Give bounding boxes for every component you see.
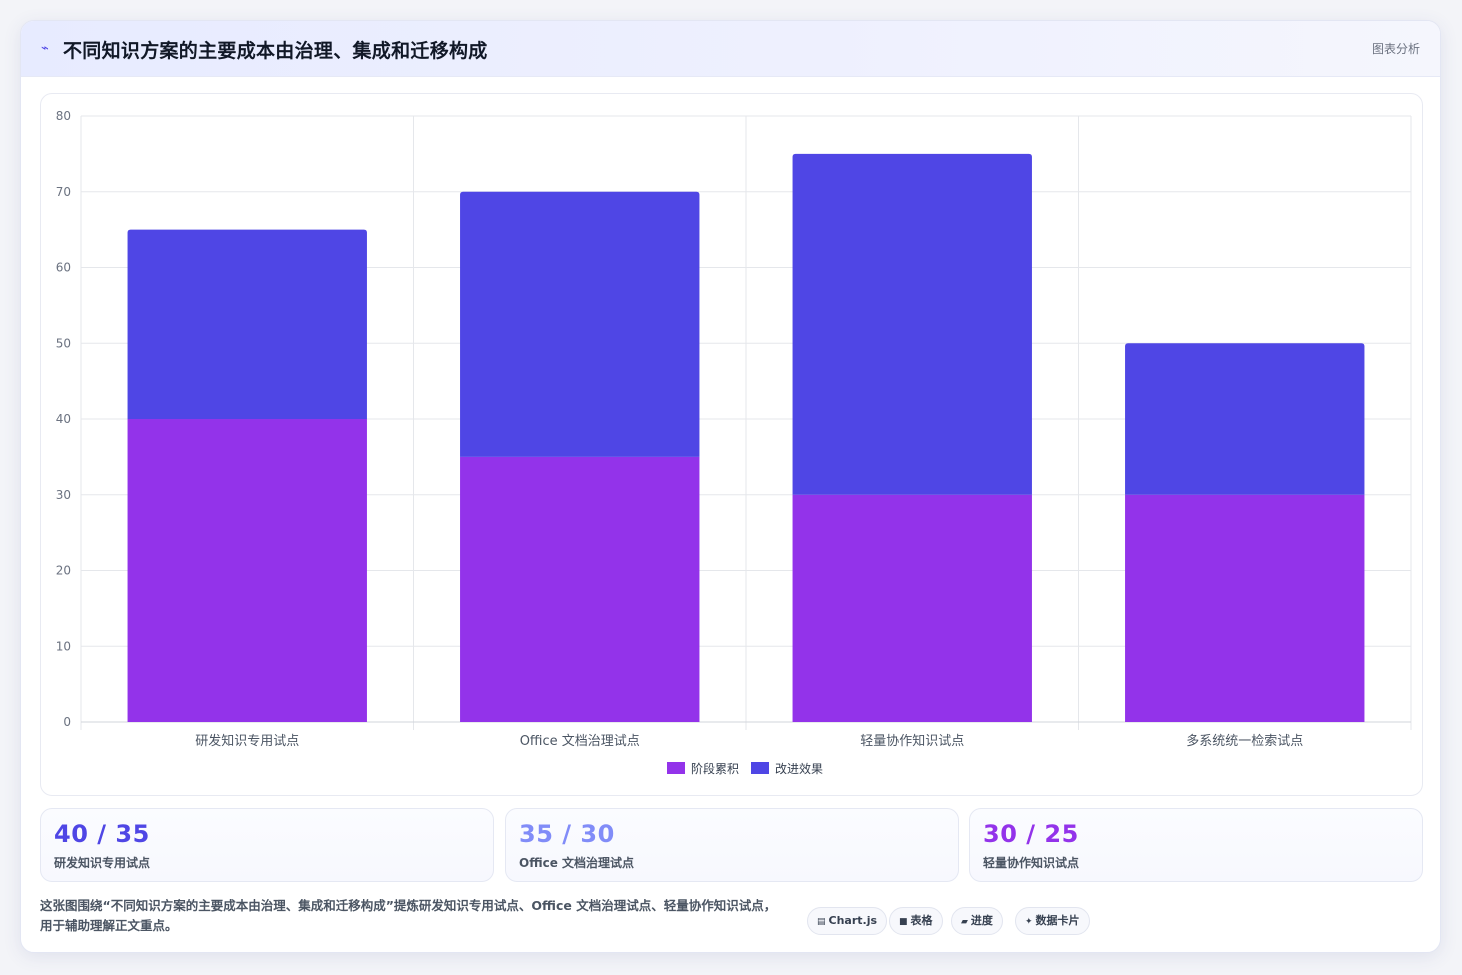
chip-label: Chart.js <box>828 914 878 927</box>
legend-swatch <box>751 762 769 774</box>
legend-label: 改进效果 <box>775 761 823 776</box>
chip-progress[interactable]: ▰ 进度 <box>951 907 1003 935</box>
x-tick-label: 多系统统一检索试点 <box>1186 733 1303 749</box>
chart-title: 不同知识方案的主要成本由治理、集成和迁移构成 <box>63 40 488 62</box>
x-tick-label: 研发知识专用试点 <box>195 733 299 749</box>
footer-note: 这张图围绕“不同知识方案的主要成本由治理、集成和迁移构成”提炼研发知识专用试点、… <box>40 898 777 933</box>
stat-label: 轻量协作知识试点 <box>983 856 1080 870</box>
chart-panel: 0 10 20 30 40 50 60 70 80 研发知识专用试点 Office 文档治理试点 轻量… <box>40 93 1423 796</box>
y-tick-label: 20 <box>56 564 71 578</box>
stat-card: 40 / 35 研发知识专用试点 <box>40 808 494 882</box>
y-tick-label: 70 <box>56 185 71 199</box>
bar-segment <box>127 229 367 419</box>
legend-swatch <box>667 762 685 774</box>
table-icon: ■ <box>899 917 908 927</box>
stat-label: 研发知识专用试点 <box>54 856 151 870</box>
data-card-icon: ✦ <box>1025 917 1033 927</box>
bar-segment <box>460 191 700 457</box>
chip-data-card[interactable]: ✦ 数据卡片 <box>1015 907 1090 935</box>
x-tick-label: 轻量协作知识试点 <box>860 733 964 749</box>
stacked-bar-chart: 0 10 20 30 40 50 60 70 80 研发知识专用试点 Office 文档治理试点 轻量… <box>56 109 1412 776</box>
chip-label: 数据卡片 <box>1035 914 1080 927</box>
y-tick-label: 80 <box>56 109 71 123</box>
bar-segment <box>792 494 1032 722</box>
stat-label: Office 文档治理试点 <box>519 856 635 870</box>
stat-row: 40 / 35 研发知识专用试点 35 / 30 Office 文档治理试点 3… <box>40 808 1423 882</box>
y-tick-label: 10 <box>56 639 71 653</box>
bar-segment <box>1125 343 1365 495</box>
bar-segment <box>1125 494 1365 722</box>
trend-line-icon: ⌁ <box>41 41 49 56</box>
stat-card: 35 / 30 Office 文档治理试点 <box>505 808 959 882</box>
y-tick-label: 30 <box>56 488 71 502</box>
bar-segment <box>792 153 1032 495</box>
header-tag: 图表分析 <box>1371 42 1420 56</box>
card-header: ⌁ 不同知识方案的主要成本由治理、集成和迁移构成 图表分析 <box>21 21 1440 77</box>
y-tick-label: 0 <box>63 715 71 729</box>
y-tick-label: 50 <box>56 336 71 350</box>
x-tick-label: Office 文档治理试点 <box>520 734 640 749</box>
y-tick-label: 40 <box>56 412 71 426</box>
bar-segment <box>460 456 700 722</box>
stat-value: 40 / 35 <box>54 820 150 848</box>
chip-label: 进度 <box>970 914 993 927</box>
chart-card: ⌁ 不同知识方案的主要成本由治理、集成和迁移构成 图表分析 0 10 20 30 40 5… <box>20 20 1441 953</box>
stat-card: 30 / 25 轻量协作知识试点 <box>969 808 1423 882</box>
chart-icon: ▤ <box>817 917 826 927</box>
y-tick-label: 60 <box>56 261 71 275</box>
bar-segment <box>127 419 367 722</box>
stat-value: 30 / 25 <box>983 820 1079 848</box>
chip-chartjs[interactable]: ▤ Chart.js <box>807 907 888 935</box>
stat-value: 35 / 30 <box>519 820 615 848</box>
progress-icon: ▰ <box>961 917 968 927</box>
legend-label: 阶段累积 <box>691 761 739 776</box>
chip-table[interactable]: ■ 表格 <box>889 907 943 935</box>
chip-label: 表格 <box>910 914 933 927</box>
